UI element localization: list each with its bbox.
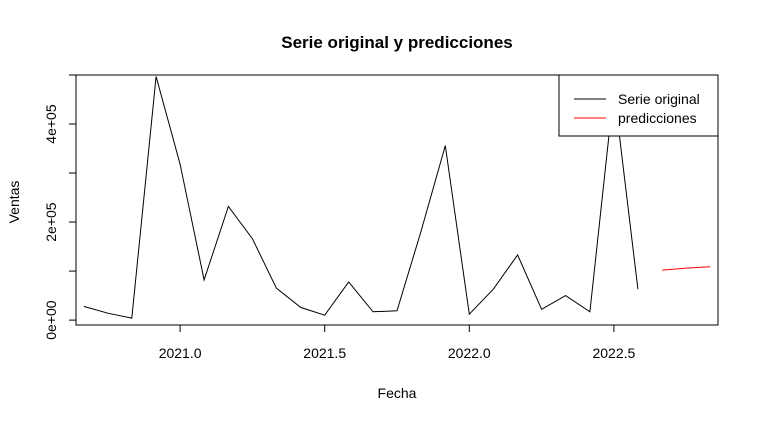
x-tick-label: 2022.0 [448, 345, 491, 361]
x-tick-label: 2021.0 [159, 345, 202, 361]
x-tick-label: 2021.5 [303, 345, 346, 361]
legend: Serie original predicciones [558, 74, 719, 137]
y-axis: 0e+00 2e+05 4e+05 [43, 74, 77, 340]
series-line-serie-original [83, 76, 639, 319]
y-tick-label: 0e+00 [43, 300, 59, 340]
series-line-predicciones [662, 266, 711, 271]
chart-title: Serie original y predicciones [281, 33, 512, 52]
series-layer [83, 76, 711, 319]
x-axis-label: Fecha [378, 385, 417, 401]
legend-box [558, 74, 719, 137]
y-tick-label: 4e+05 [43, 104, 59, 144]
y-tick-label: 2e+05 [43, 202, 59, 242]
legend-label-serie-original: Serie original [618, 91, 700, 107]
legend-label-predicciones: predicciones [618, 110, 697, 126]
x-axis: 2021.0 2021.5 2022.0 2022.5 [159, 324, 636, 361]
y-axis-label: Ventas [6, 181, 22, 224]
x-tick-label: 2022.5 [592, 345, 635, 361]
